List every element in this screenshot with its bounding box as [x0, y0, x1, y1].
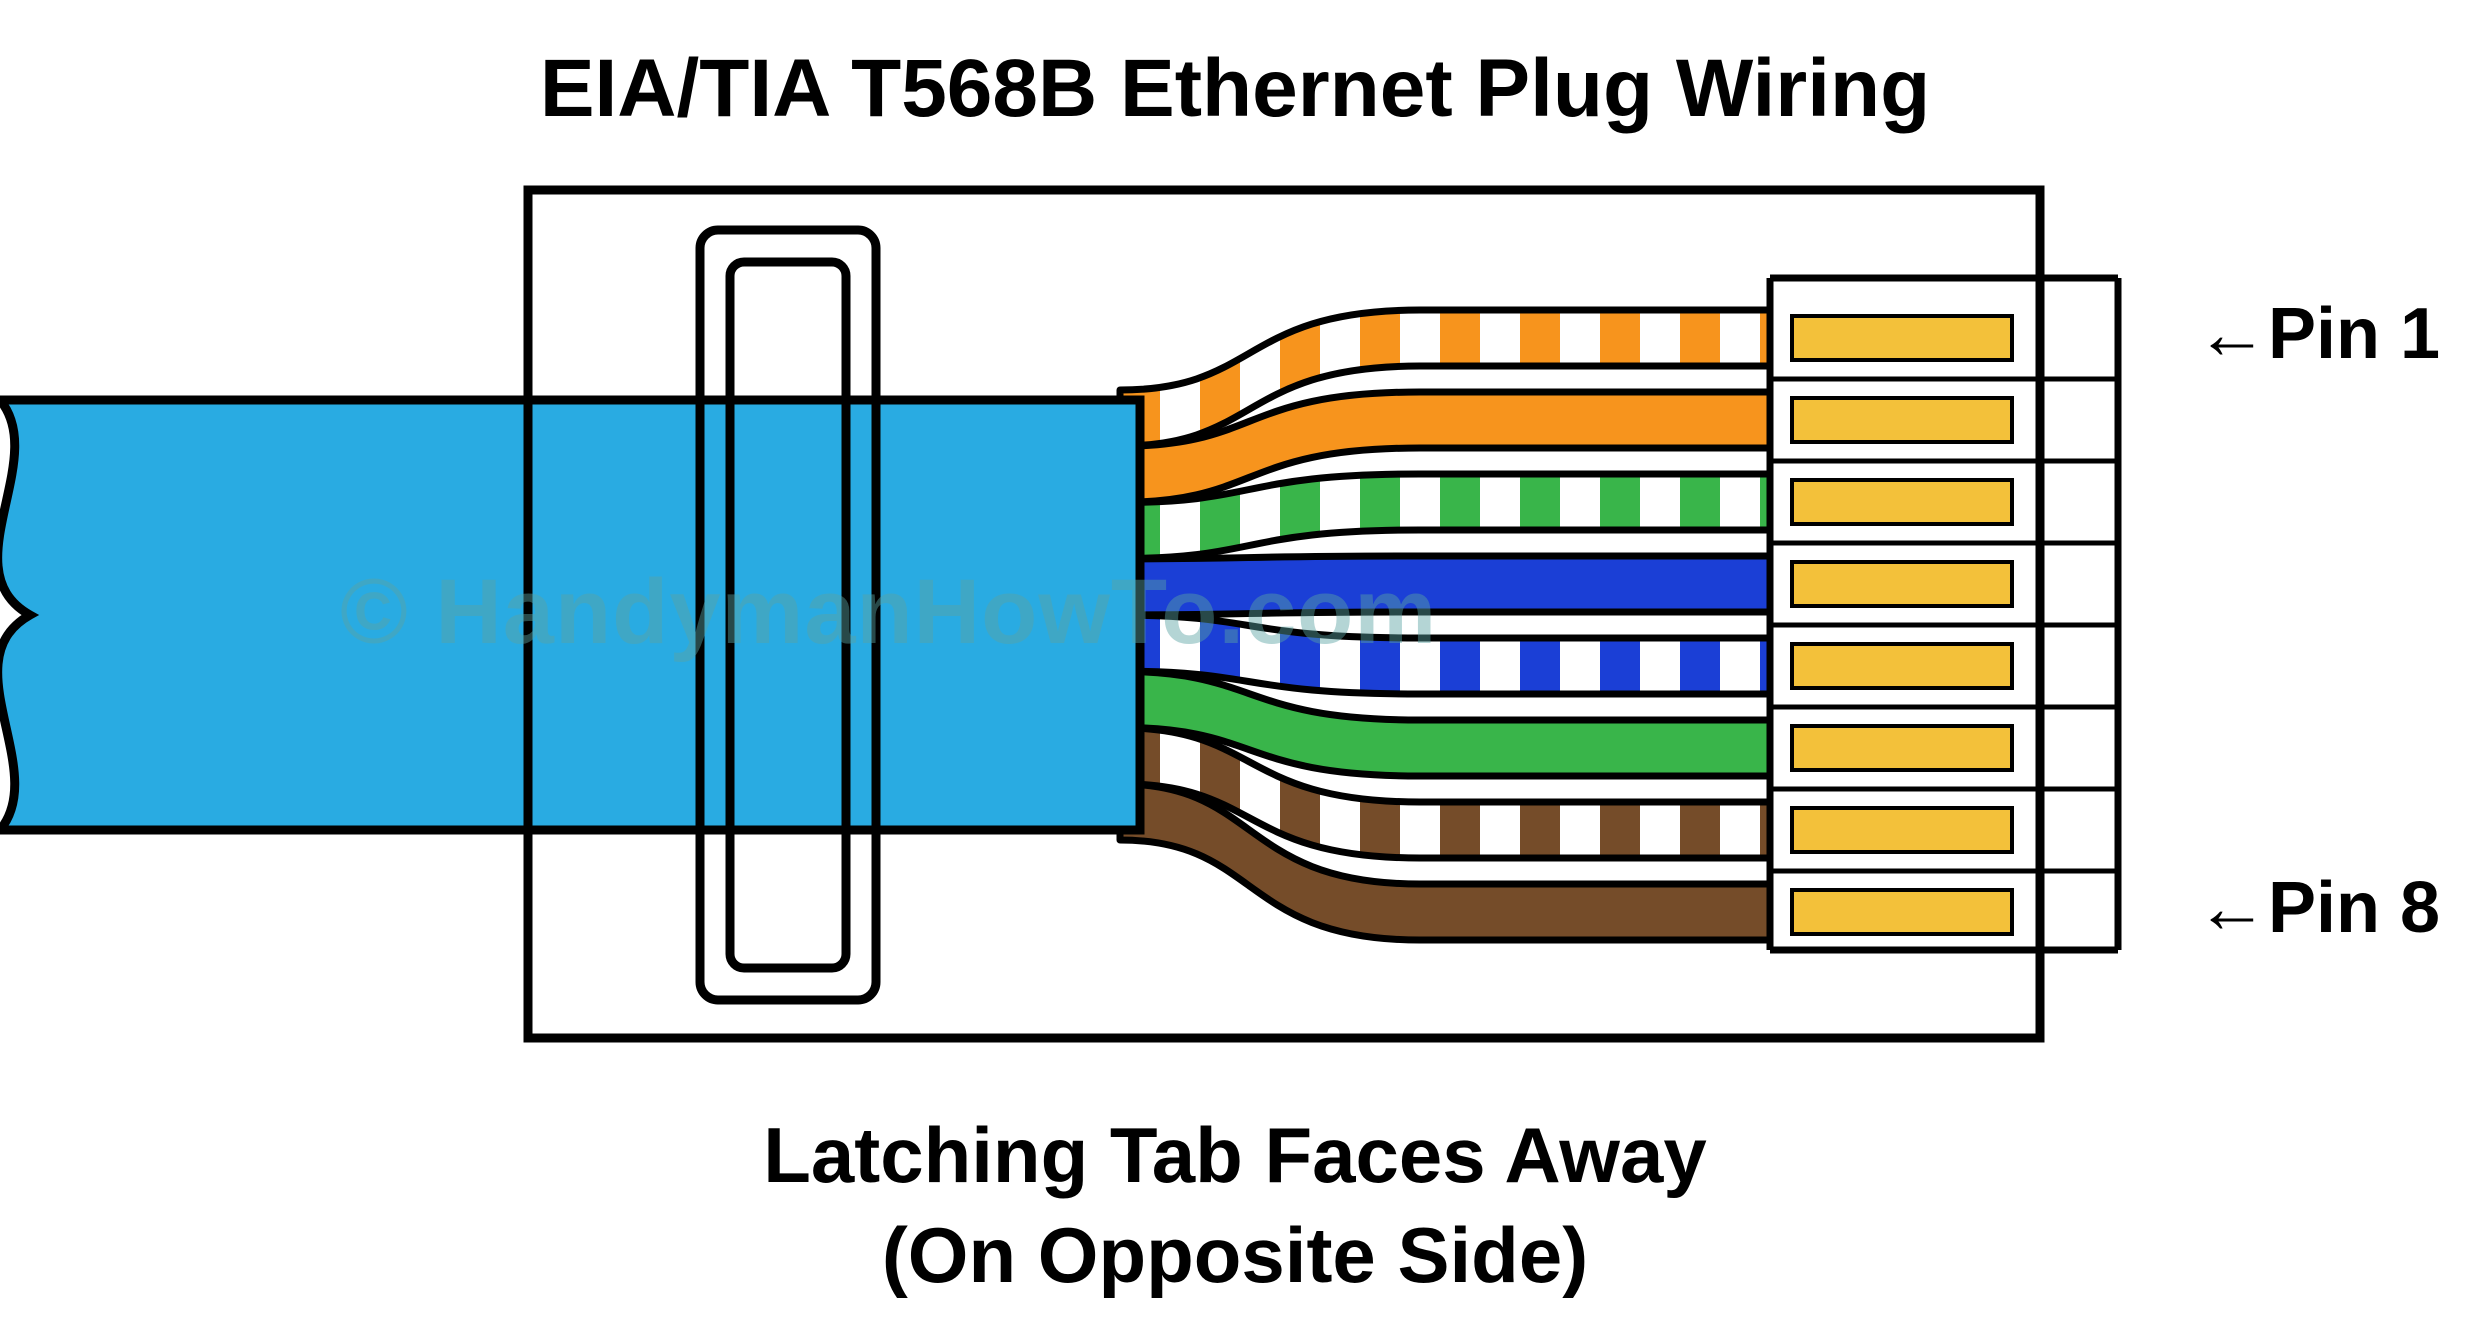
diagram-title: EIA/TIA T568B Ethernet Plug Wiring: [0, 42, 2470, 136]
contact-pin-8: [1792, 890, 2012, 934]
caption-line-2: (On Opposite Side): [0, 1210, 2470, 1301]
pin-8-label: ←Pin 8: [2196, 867, 2440, 949]
contact-pin-3: [1792, 480, 2012, 524]
caption-line-1: Latching Tab Faces Away: [0, 1110, 2470, 1201]
contact-pin-7: [1792, 808, 2012, 852]
contact-pin-1: [1792, 316, 2012, 360]
contact-pin-4: [1792, 562, 2012, 606]
contact-pin-6: [1792, 726, 2012, 770]
contact-pin-2: [1792, 398, 2012, 442]
cable-jacket: [0, 400, 1140, 830]
diagram-stage: EIA/TIA T568B Ethernet Plug Wiring © Han…: [0, 0, 2470, 1323]
wire-pin-4: [1120, 556, 1770, 615]
pin-1-label: ←Pin 1: [2196, 293, 2440, 375]
contact-pin-5: [1792, 644, 2012, 688]
